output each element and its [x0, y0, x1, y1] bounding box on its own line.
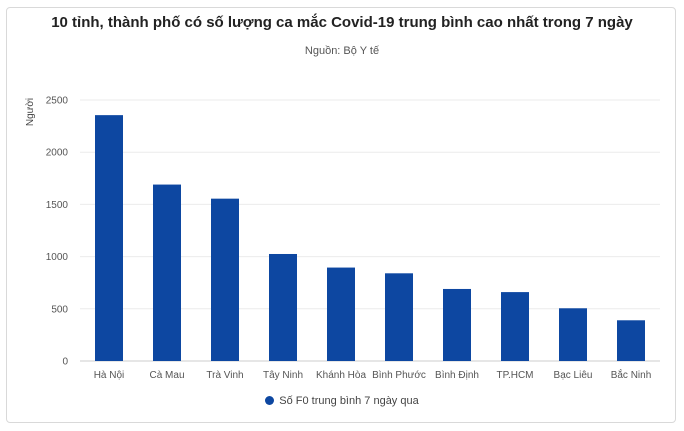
bar[interactable]: [269, 253, 297, 361]
y-tick-label: 2000: [46, 148, 69, 159]
y-tick-label: 500: [51, 304, 68, 315]
bar[interactable]: [559, 308, 587, 361]
chart-subtitle: Nguồn: Bộ Y tế: [304, 45, 380, 57]
y-tick-label: 0: [62, 357, 68, 368]
bar[interactable]: [95, 115, 123, 361]
x-axis-ticks: Hà Nội Cà Mau Trà Vinh Tây Ninh Khánh Hòa Bìn…: [94, 368, 652, 381]
x-tick-label: TP.HCM: [496, 370, 533, 381]
bar[interactable]: [617, 320, 645, 361]
x-tick-label: Bình Định: [435, 370, 479, 381]
bar[interactable]: [443, 288, 471, 361]
x-tick-label: Tây Ninh: [263, 370, 303, 381]
bar[interactable]: [211, 198, 239, 361]
bar[interactable]: [153, 184, 181, 361]
x-tick-label: Bắc Ninh: [611, 368, 652, 381]
legend-label: Số F0 trung bình 7 ngày qua: [279, 395, 419, 407]
bar[interactable]: [327, 267, 355, 361]
x-tick-label: Bạc Liêu: [554, 370, 593, 381]
x-tick-label: Cà Mau: [149, 370, 184, 381]
y-axis-ticks: 0 500 1000 1500 2000 2500: [46, 96, 69, 368]
x-tick-label: Khánh Hòa: [316, 370, 366, 381]
legend-swatch: [265, 396, 275, 405]
y-tick-label: 1000: [46, 252, 69, 263]
y-tick-label: 1500: [46, 200, 69, 211]
y-tick-label: 2500: [46, 96, 69, 107]
bar[interactable]: [385, 273, 413, 361]
bars: [95, 115, 645, 361]
x-tick-label: Bình Phước: [372, 370, 426, 381]
y-axis-title: Người: [25, 98, 36, 126]
x-tick-label: Trà Vinh: [206, 370, 243, 381]
legend[interactable]: Số F0 trung bình 7 ngày qua: [0, 395, 684, 407]
x-tick-label: Hà Nội: [94, 370, 125, 381]
bar[interactable]: [501, 292, 529, 361]
chart-title: 10 tỉnh, thành phố có số lượng ca mắc Co…: [51, 14, 633, 31]
